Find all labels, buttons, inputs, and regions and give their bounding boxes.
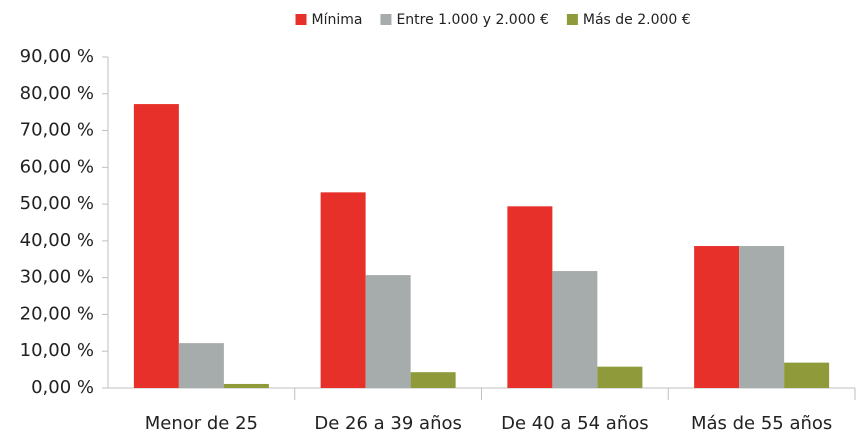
legend-swatch <box>295 14 307 25</box>
bar <box>223 383 269 388</box>
legend-swatch <box>566 14 578 25</box>
bar <box>507 206 553 388</box>
bar <box>739 246 785 388</box>
y-tick-label: 80,00 % <box>20 83 94 104</box>
y-tick-label: 70,00 % <box>20 120 94 141</box>
bar <box>597 366 643 388</box>
bar <box>133 104 179 388</box>
legend-label: Más de 2.000 € <box>583 12 691 28</box>
bar <box>320 192 366 388</box>
x-tick-label: De 26 a 39 años <box>314 413 462 434</box>
bar <box>784 362 830 388</box>
legend-label: Mínima <box>312 12 363 28</box>
y-tick-label: 10,00 % <box>20 340 94 361</box>
y-tick-label: 90,00 % <box>20 46 94 67</box>
bar <box>178 343 224 388</box>
legend-label: Entre 1.000 y 2.000 € <box>396 12 548 28</box>
y-tick-label: 50,00 % <box>20 193 94 214</box>
y-tick-label: 40,00 % <box>20 230 94 251</box>
y-tick-label: 0,00 % <box>31 377 94 398</box>
bar <box>552 271 598 388</box>
y-tick-label: 30,00 % <box>20 267 94 288</box>
legend-swatch <box>380 14 392 25</box>
x-tick-label: Menor de 25 <box>145 413 258 434</box>
bar <box>694 246 740 388</box>
y-tick-label: 20,00 % <box>20 303 94 324</box>
bar <box>410 372 456 388</box>
y-tick-label: 60,00 % <box>20 156 94 177</box>
x-tick-label: Más de 55 años <box>691 413 832 434</box>
x-tick-label: De 40 a 54 años <box>501 413 649 434</box>
bar <box>365 275 411 388</box>
